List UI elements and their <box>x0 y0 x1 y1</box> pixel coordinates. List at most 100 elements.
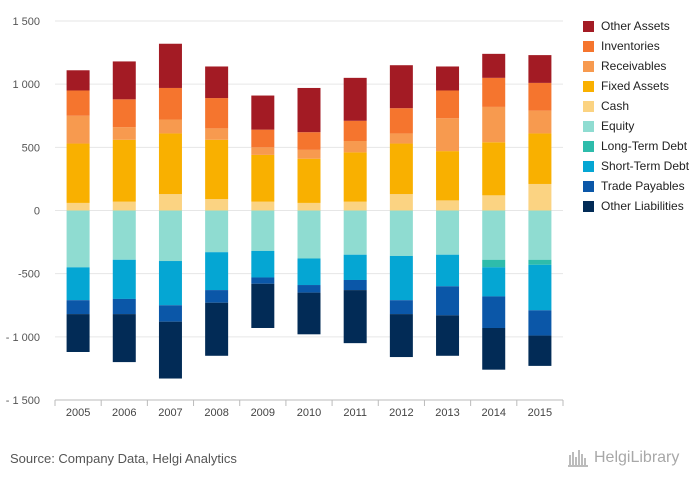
bar-segment <box>205 128 229 140</box>
bar-segment <box>528 133 552 184</box>
bar-segment <box>482 195 506 211</box>
bar-segment <box>158 87 182 120</box>
bar-segment <box>343 210 367 255</box>
bar-segment <box>66 115 90 144</box>
bar-segment <box>205 210 229 253</box>
bar-segment <box>436 151 460 201</box>
bar-segment <box>343 77 367 121</box>
bar-segment <box>297 210 321 259</box>
bar-segment <box>205 302 229 356</box>
bar-segment <box>205 199 229 211</box>
bar-segment <box>66 267 90 301</box>
x-tick-label: 2015 <box>528 407 552 419</box>
legend-item[interactable]: Long-Term Debt <box>583 136 689 156</box>
bar-segment <box>528 82 552 111</box>
bar-segment <box>112 127 136 140</box>
legend-item[interactable]: Equity <box>583 116 689 136</box>
bar-segment <box>482 53 506 78</box>
bar-segment <box>389 143 413 195</box>
bar-segment <box>251 154 275 202</box>
legend-item[interactable]: Inventories <box>583 36 689 56</box>
legend-label: Cash <box>601 99 630 113</box>
bar-segment <box>112 201 136 211</box>
bar-segment <box>251 210 275 251</box>
bar-segment <box>205 98 229 129</box>
y-tick-label: 0 <box>34 206 40 218</box>
bar-segment <box>343 254 367 280</box>
y-tick-label: -500 <box>18 269 40 281</box>
stacked-bar-chart: - 1 500 - 1 000 -500 0 500 1 000 1 500 2005 2006… <box>6 16 564 419</box>
bar-segment <box>158 119 182 134</box>
x-tick-label: 2005 <box>66 407 90 419</box>
bar-segment <box>112 99 136 128</box>
legend-item[interactable]: Fixed Assets <box>583 76 689 96</box>
bar-segment <box>297 158 321 203</box>
legend-item[interactable]: Other Assets <box>583 16 689 36</box>
legend-item[interactable]: Cash <box>583 96 689 116</box>
bar-segment <box>343 141 367 153</box>
legend-swatch <box>583 120 594 132</box>
legend-label: Trade Payables <box>601 179 685 193</box>
bar-segment <box>343 290 367 344</box>
bar-segment <box>528 259 552 265</box>
legend-swatch <box>583 140 594 152</box>
bar-segment <box>436 254 460 287</box>
bar-segment <box>297 202 321 211</box>
bar-segment <box>297 149 321 159</box>
bar-segment <box>251 129 275 148</box>
bar-segment <box>205 252 229 291</box>
brand-name: HelgiLibrary <box>594 449 680 466</box>
bar-segment <box>158 194 182 211</box>
y-tick-label: 500 <box>22 142 40 154</box>
bar-segment <box>112 139 136 202</box>
legend-item[interactable]: Other Liabilities <box>583 196 689 216</box>
legend-item[interactable]: Short-Term Debt <box>583 156 689 176</box>
bar-segment <box>482 296 506 328</box>
bar-segment <box>482 327 506 370</box>
legend-item[interactable]: Receivables <box>583 56 689 76</box>
axes: - 1 500 - 1 000 -500 0 500 1 000 1 500 2005 2006… <box>6 16 564 419</box>
bar-segment <box>158 210 182 262</box>
bar-segment <box>205 66 229 99</box>
legend-swatch <box>583 200 594 212</box>
legend-label: Fixed Assets <box>601 79 670 93</box>
bar-segment <box>343 201 367 211</box>
bar-segment <box>436 90 460 119</box>
bar-segment <box>528 55 552 83</box>
legend-swatch <box>583 180 594 192</box>
bar-segment <box>528 210 552 260</box>
bar-segment <box>297 87 321 133</box>
bar-segment <box>66 314 90 352</box>
bar-segment <box>158 261 182 306</box>
legend-item[interactable]: Trade Payables <box>583 176 689 196</box>
chart-legend: Other Assets Inventories Receivables Fixed … <box>583 16 689 216</box>
bar-segment <box>66 143 90 203</box>
legend-swatch <box>583 40 594 52</box>
bar-segment <box>297 258 321 286</box>
bar-segment <box>436 66 460 91</box>
bar-segment <box>436 118 460 152</box>
legend-label: Inventories <box>601 39 660 53</box>
bar-segment <box>205 290 229 303</box>
bar-segment <box>251 201 275 211</box>
helgi-library-logo-icon <box>568 450 588 467</box>
legend-swatch <box>583 20 594 32</box>
x-tick-label: 2008 <box>204 407 228 419</box>
bar-segment <box>112 61 136 100</box>
source-note: Source: Company Data, Helgi Analytics <box>10 451 237 466</box>
x-tick-label: 2012 <box>389 407 413 419</box>
bar-segment <box>158 305 182 322</box>
legend-swatch <box>583 160 594 172</box>
bar-segment <box>389 300 413 315</box>
bar-segment <box>251 277 275 284</box>
x-tick-label: 2006 <box>112 407 136 419</box>
bar-segment <box>112 314 136 363</box>
legend-label: Short-Term Debt <box>601 159 690 173</box>
bar-segment <box>436 286 460 316</box>
bar-segment <box>66 300 90 315</box>
bar-segment <box>297 285 321 293</box>
brand-logo: HelgiLibrary <box>568 449 679 467</box>
bar-segment <box>482 210 506 260</box>
legend-swatch <box>583 60 594 72</box>
x-tick-label: 2011 <box>343 407 367 419</box>
